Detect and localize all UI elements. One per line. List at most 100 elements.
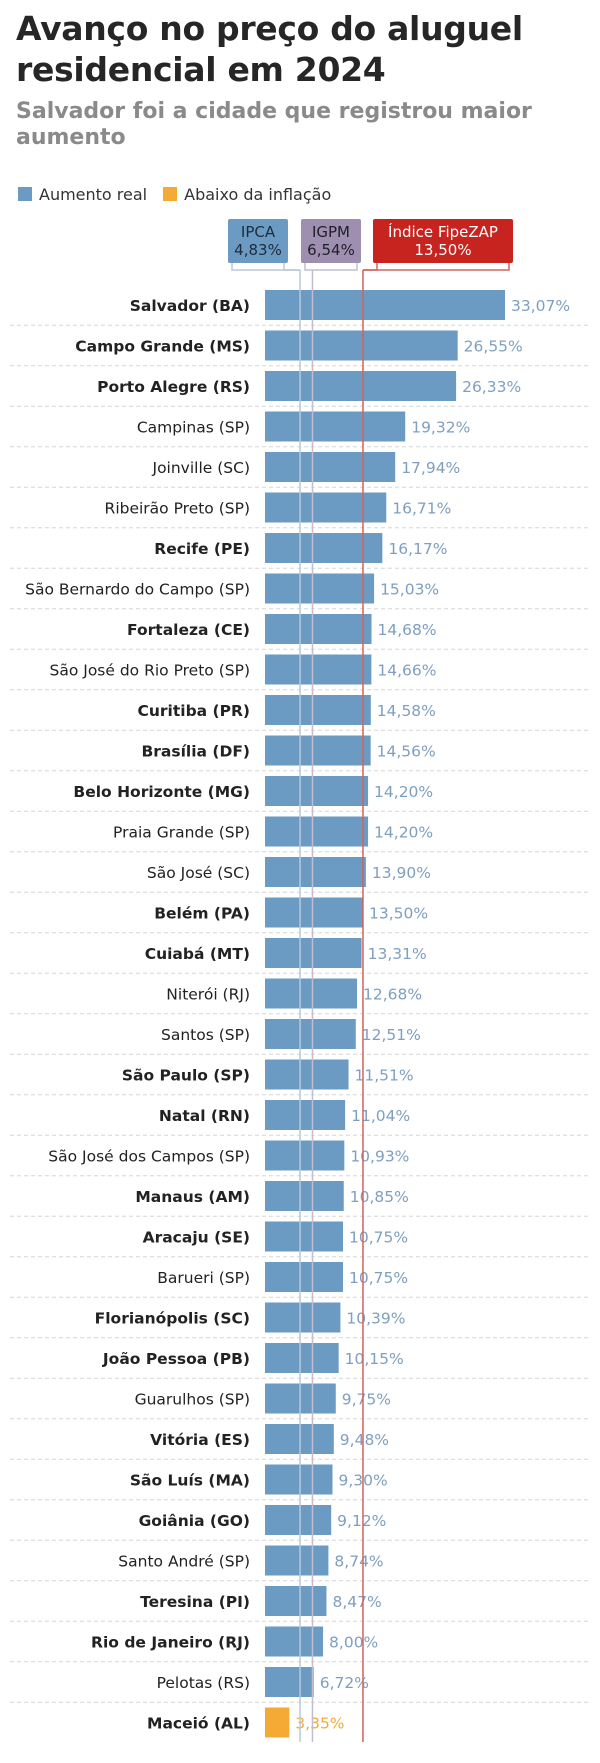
category-label: Florianópolis (SC) [95, 1310, 250, 1328]
reference-connector [312, 263, 358, 271]
bar [265, 695, 371, 725]
bar [265, 978, 358, 1009]
category-label: Brasília (DF) [141, 743, 250, 761]
value-label: 8,00% [329, 1634, 378, 1652]
legend-label-below: Abaixo da inflação [184, 184, 332, 204]
bar [265, 897, 363, 928]
category-label: Guarulhos (SP) [135, 1391, 250, 1409]
value-label: 3,35% [295, 1715, 344, 1733]
reference-value-ipca: 4,83% [234, 241, 282, 259]
value-label: 8,74% [334, 1553, 383, 1571]
reference-value-fipezap: 13,50% [414, 241, 472, 259]
category-label: Praia Grande (SP) [113, 824, 250, 842]
bar [265, 1262, 344, 1292]
reference-box-fipezap: Índice FipeZAP 13,50% [373, 219, 513, 263]
reference-connector [362, 263, 510, 271]
bar [265, 614, 372, 644]
reference-connector [283, 263, 301, 271]
bar [265, 1586, 327, 1616]
bar [265, 573, 375, 604]
category-label: Joinville (SC) [152, 459, 251, 477]
bar [265, 816, 369, 847]
value-label: 16,17% [388, 540, 447, 558]
value-label: 14,66% [377, 662, 436, 680]
value-label: 9,75% [342, 1391, 391, 1409]
category-label: Barueri (SP) [157, 1269, 250, 1287]
reference-box-ipca: IPCA 4,83% [228, 219, 288, 263]
category-label: Pelotas (RS) [157, 1674, 250, 1692]
reference-label-ipca: IPCA [240, 223, 276, 241]
value-label: 6,72% [320, 1674, 369, 1692]
bar [265, 533, 383, 563]
value-label: 8,47% [332, 1593, 381, 1611]
category-label: João Pessoa (PB) [102, 1350, 250, 1368]
value-label: 13,50% [369, 905, 428, 923]
reference-connector [231, 263, 301, 271]
reference-label-igpm: IGPM [311, 223, 351, 241]
category-label: Ribeirão Preto (SP) [105, 500, 250, 518]
bar [265, 452, 396, 482]
bar [265, 938, 362, 968]
bar [265, 1181, 344, 1211]
bar [265, 1464, 333, 1495]
category-label: Porto Alegre (RS) [97, 378, 250, 396]
category-label: Natal (RN) [159, 1107, 250, 1125]
bar [265, 1626, 324, 1657]
value-label: 14,20% [374, 783, 433, 801]
value-label: 26,33% [462, 378, 521, 396]
legend: Aumento real Abaixo da inflação [18, 183, 347, 205]
bar [265, 1100, 346, 1130]
bar [265, 1302, 341, 1333]
reference-label-fipezap: Índice FipeZAP [388, 223, 498, 241]
value-label: 11,51% [355, 1067, 414, 1085]
value-label: 14,58% [377, 702, 436, 720]
category-label: Aracaju (SE) [143, 1229, 250, 1247]
value-label: 9,48% [340, 1431, 389, 1449]
value-label: 14,56% [377, 743, 436, 761]
value-label: 19,32% [411, 419, 470, 437]
value-label: 9,12% [337, 1512, 386, 1530]
bar [265, 1343, 339, 1373]
value-label: 33,07% [511, 297, 570, 315]
value-label: 13,90% [372, 864, 431, 882]
bar [265, 776, 369, 806]
category-label: Belém (PA) [154, 905, 250, 923]
category-label: São Luís (MA) [130, 1472, 250, 1490]
bar [265, 290, 505, 320]
category-label: Belo Horizonte (MG) [73, 783, 250, 801]
reference-connector [304, 263, 313, 271]
legend-item-below: Abaixo da inflação [163, 185, 331, 204]
legend-swatch-below [163, 187, 178, 201]
value-label: 14,68% [378, 621, 437, 639]
bar [265, 1667, 314, 1697]
category-label: São José do Rio Preto (SP) [50, 662, 251, 680]
bar [265, 411, 406, 442]
value-label: 10,75% [349, 1269, 408, 1287]
category-label: São Paulo (SP) [122, 1067, 250, 1085]
value-label: 26,55% [464, 338, 523, 356]
category-label: Cuiabá (MT) [145, 945, 250, 963]
category-label: Campinas (SP) [137, 419, 250, 437]
category-label: São Bernardo do Campo (SP) [25, 581, 250, 599]
bar [265, 654, 372, 685]
value-label: 10,15% [345, 1350, 404, 1368]
value-label: 14,20% [374, 824, 433, 842]
bar [265, 1059, 349, 1090]
bar [265, 857, 366, 887]
category-label: Niterói (RJ) [166, 986, 250, 1004]
value-label: 12,51% [362, 1026, 421, 1044]
category-label: Recife (PE) [154, 540, 250, 558]
value-label: 15,03% [380, 581, 439, 599]
category-label: Vitória (ES) [150, 1431, 250, 1449]
legend-swatch-real [18, 187, 32, 201]
category-label: Santo André (SP) [118, 1553, 250, 1571]
bar [265, 1221, 344, 1252]
value-label: 13,31% [368, 945, 427, 963]
bar [265, 330, 458, 361]
category-label: Rio de Janeiro (RJ) [91, 1634, 250, 1652]
category-label: Campo Grande (MS) [75, 338, 250, 356]
legend-item-real: Aumento real [18, 185, 147, 204]
value-label: 10,93% [350, 1148, 409, 1166]
category-label: São José (SC) [147, 864, 250, 882]
